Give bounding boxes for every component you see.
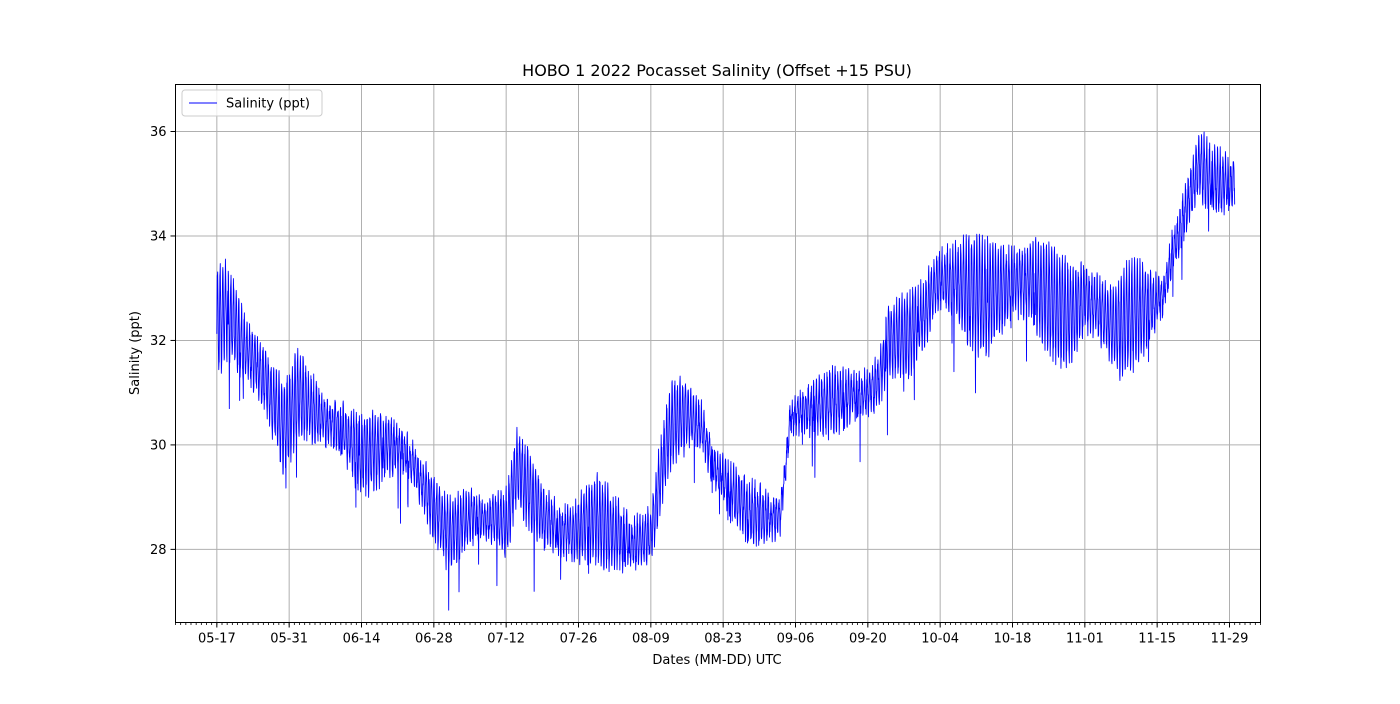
grid: [175, 84, 1261, 623]
x-axis-ticks: 05-17 05-31 06-14 06-28 07-12 07-26 08-09 08-23…: [198, 622, 1249, 647]
x-tick-label: 08-23: [704, 632, 742, 647]
x-tick-label: 07-26: [560, 632, 598, 647]
series-layer: [216, 131, 1236, 611]
y-tick-label: 32: [150, 334, 167, 349]
y-tick-label: 36: [150, 125, 167, 140]
legend-label: Salinity (ppt): [226, 97, 310, 112]
x-tick-label: 06-14: [343, 632, 381, 647]
legend: Salinity (ppt): [181, 89, 323, 117]
x-tick-label: 10-18: [994, 632, 1032, 647]
salinity-series-line: [216, 131, 1236, 611]
y-tick-label: 34: [150, 229, 167, 244]
chart-title: HOBO 1 2022 Pocasset Salinity (Offset +1…: [522, 61, 912, 80]
x-tick-label: 10-04: [921, 632, 959, 647]
y-tick-label: 30: [150, 438, 167, 453]
x-minor-ticks: [175, 622, 1261, 625]
x-tick-label: 11-15: [1138, 632, 1176, 647]
y-axis-ticks: 28 30 32 34 36: [150, 125, 176, 558]
x-tick-label: 11-01: [1066, 632, 1104, 647]
x-axis-label: Dates (MM-DD) UTC: [652, 653, 781, 668]
x-tick-label: 06-28: [415, 632, 453, 647]
x-tick-label: 05-31: [270, 632, 308, 647]
x-tick-label: 05-17: [198, 632, 236, 647]
x-tick-label: 07-12: [487, 632, 525, 647]
x-tick-label: 09-20: [849, 632, 887, 647]
x-tick-label: 11-29: [1211, 632, 1249, 647]
y-axis-label: Salinity (ppt): [128, 311, 143, 395]
x-tick-label: 09-06: [777, 632, 815, 647]
x-tick-label: 08-09: [632, 632, 670, 647]
y-tick-label: 28: [150, 543, 167, 558]
legend-box: [181, 89, 323, 117]
